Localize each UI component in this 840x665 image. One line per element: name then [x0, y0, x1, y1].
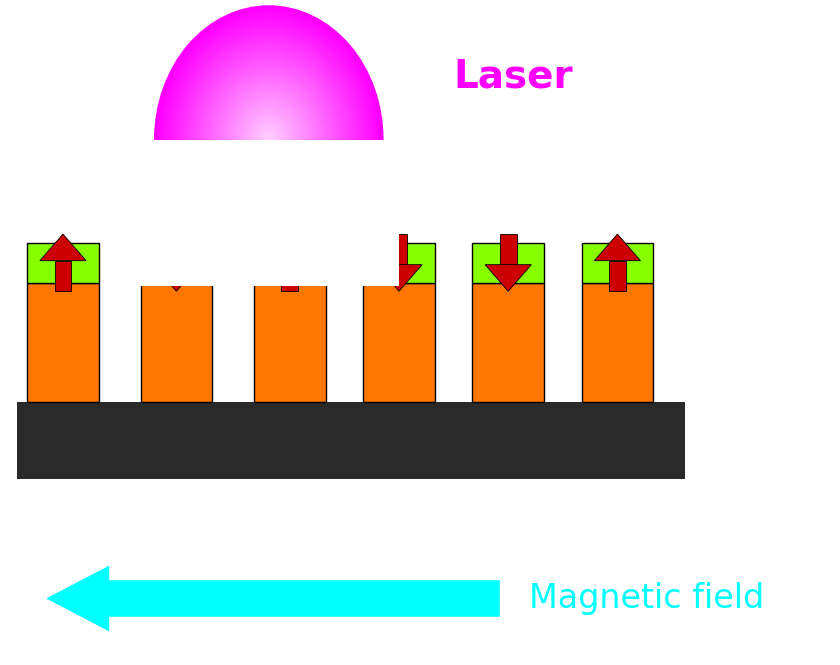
Ellipse shape	[170, 23, 368, 256]
Ellipse shape	[260, 130, 277, 150]
Ellipse shape	[172, 27, 365, 253]
Bar	[140, 283, 212, 402]
Bar	[27, 283, 98, 402]
Ellipse shape	[226, 90, 312, 190]
Bar	[581, 283, 654, 402]
Ellipse shape	[229, 93, 308, 186]
Bar	[17, 402, 685, 479]
Ellipse shape	[198, 57, 339, 223]
Bar	[472, 283, 543, 402]
Ellipse shape	[218, 80, 320, 200]
Ellipse shape	[189, 47, 348, 233]
Text: Magnetic field: Magnetic field	[529, 582, 764, 615]
Bar	[472, 243, 543, 283]
Bar	[254, 283, 326, 402]
Bar	[391, 234, 407, 265]
Ellipse shape	[221, 83, 317, 196]
Ellipse shape	[249, 116, 289, 163]
Ellipse shape	[223, 86, 314, 193]
Bar	[609, 261, 626, 291]
Bar	[363, 283, 435, 402]
Polygon shape	[486, 265, 531, 291]
Ellipse shape	[176, 30, 362, 249]
Bar	[27, 243, 98, 283]
Ellipse shape	[201, 60, 337, 219]
Ellipse shape	[234, 100, 302, 180]
Ellipse shape	[215, 76, 323, 203]
Ellipse shape	[195, 53, 343, 226]
Ellipse shape	[155, 7, 382, 273]
Polygon shape	[266, 234, 312, 261]
Bar	[581, 243, 654, 283]
Ellipse shape	[203, 63, 334, 216]
Ellipse shape	[232, 96, 306, 183]
Ellipse shape	[212, 73, 325, 206]
Ellipse shape	[209, 70, 328, 209]
Ellipse shape	[266, 136, 271, 143]
Ellipse shape	[244, 110, 294, 170]
Ellipse shape	[240, 106, 297, 173]
Ellipse shape	[186, 43, 351, 236]
Bar	[500, 234, 517, 265]
Bar	[281, 261, 298, 291]
Ellipse shape	[164, 17, 374, 263]
Polygon shape	[153, 265, 200, 291]
Ellipse shape	[178, 33, 360, 246]
Bar	[168, 234, 185, 265]
Bar	[139, 140, 399, 286]
Ellipse shape	[207, 66, 331, 213]
Bar	[55, 261, 71, 291]
Ellipse shape	[184, 40, 354, 239]
Ellipse shape	[257, 126, 280, 153]
Ellipse shape	[166, 20, 371, 259]
Ellipse shape	[161, 13, 376, 266]
Text: Laser: Laser	[454, 57, 573, 96]
Ellipse shape	[192, 50, 345, 229]
Polygon shape	[595, 234, 640, 261]
Bar	[140, 243, 212, 283]
Ellipse shape	[181, 37, 357, 243]
Polygon shape	[46, 565, 500, 632]
Bar	[254, 243, 326, 283]
Bar	[363, 243, 435, 283]
Ellipse shape	[238, 103, 300, 176]
Ellipse shape	[252, 120, 286, 160]
Polygon shape	[40, 234, 86, 261]
Ellipse shape	[158, 10, 380, 269]
Ellipse shape	[246, 113, 291, 166]
Ellipse shape	[255, 123, 283, 156]
Polygon shape	[375, 265, 422, 291]
Ellipse shape	[263, 133, 275, 146]
